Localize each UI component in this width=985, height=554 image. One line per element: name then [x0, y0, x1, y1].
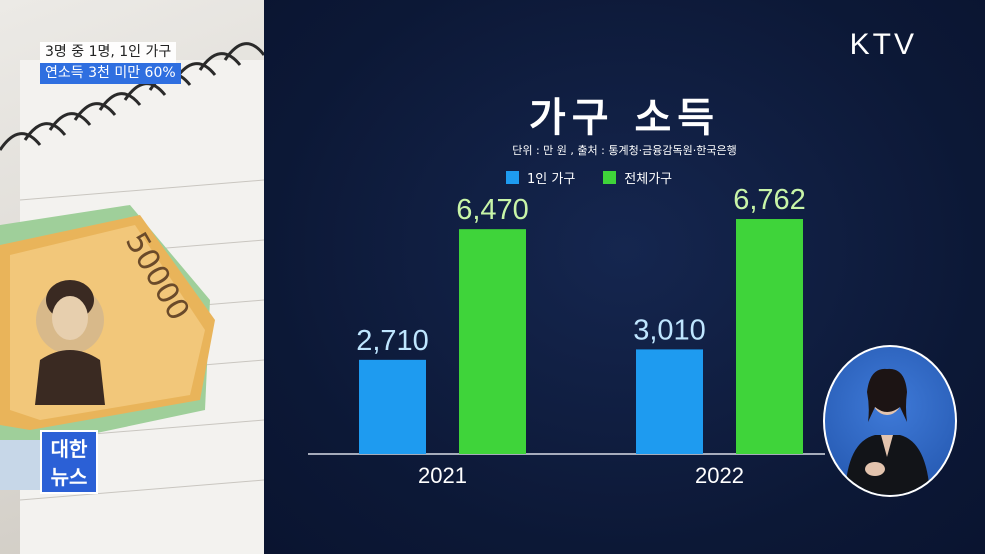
news-badge: 대한 뉴스 — [40, 430, 98, 494]
chart-source-note: 단위 : 만 원 , 출처 : 통계청·금융감독원·한국은행 — [512, 144, 737, 157]
legend-label-all-households: 전체가구 — [624, 172, 673, 187]
bar-single-household-2021 — [359, 359, 426, 454]
money-notebook-photo: 50000 — [0, 0, 264, 554]
chart-title: 가구 소득 — [528, 95, 721, 141]
legend-label-single-household: 1인 가구 — [527, 172, 576, 187]
data-label-all-households-2022: 6,762 — [733, 184, 806, 216]
data-label-single-household-2022: 3,010 — [633, 314, 706, 346]
caption-line2: 연소득 3천 미만 60% — [40, 63, 181, 84]
bar-all-households-2022 — [736, 219, 803, 454]
photo-illustration: 50000 — [0, 42, 264, 554]
news-badge-line2: 뉴스 — [50, 465, 88, 489]
legend-swatch-single-household — [506, 171, 519, 184]
data-label-all-households-2021: 6,470 — [456, 194, 529, 226]
bar-all-households-2021 — [459, 229, 526, 454]
data-label-single-household-2021: 2,710 — [356, 325, 429, 357]
news-badge-line1: 대한 — [50, 437, 88, 461]
x-tick-label-2022: 2022 — [695, 463, 744, 488]
bar-single-household-2022 — [636, 349, 703, 454]
ktv-logo: KTV — [849, 28, 917, 61]
legend-item-single-household: 1인 가구 — [506, 168, 575, 187]
x-tick-label-2021: 2021 — [418, 463, 467, 488]
sign-language-interpreter — [823, 345, 957, 497]
interpreter-figure — [845, 368, 930, 495]
legend-item-all-households: 전체가구 — [603, 168, 672, 187]
caption-line1: 3명 중 1명, 1인 가구 — [40, 42, 177, 63]
legend-swatch-all-households — [603, 171, 617, 184]
chart-legend: 1인 가구 전체가구 — [506, 168, 672, 187]
